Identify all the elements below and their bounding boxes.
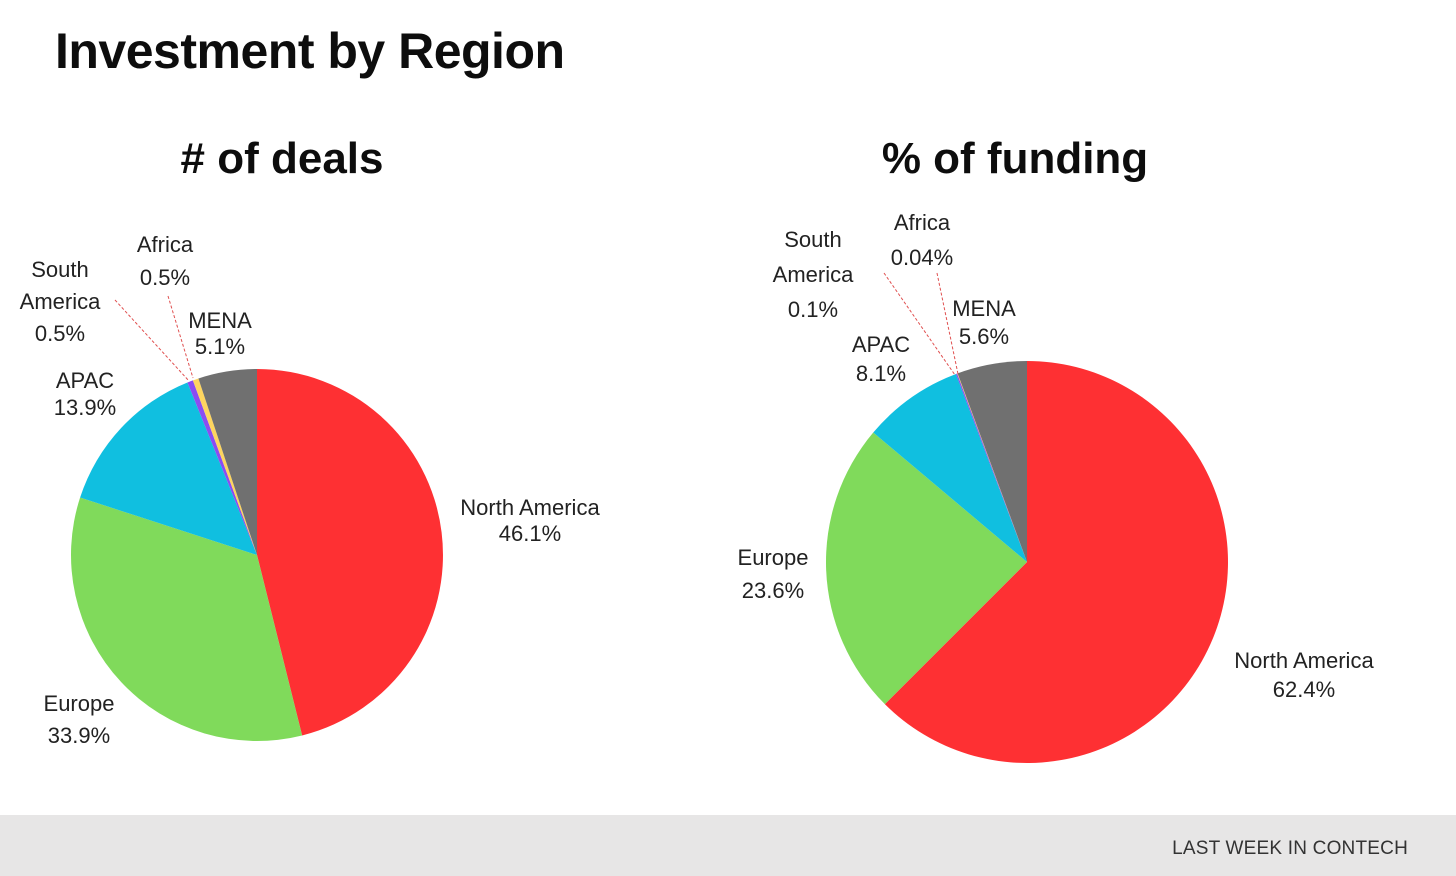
slice-category-label-funding-apac: APAC — [852, 332, 910, 357]
slice-category-label-deals-europe: Europe — [44, 691, 115, 716]
pie-slice-deals-apac — [80, 382, 257, 555]
slice-value-label-funding-mena: 5.6% — [959, 324, 1009, 349]
pie-slice-funding-europe — [825, 432, 1027, 705]
slice-value-label-deals-africa: 0.5% — [140, 265, 190, 290]
chart-title-deals: # of deals — [180, 134, 384, 183]
slice-category-label-deals-south-america: South — [31, 257, 89, 282]
pie-slice-deals-south-america — [187, 380, 257, 555]
slice-category-label-deals-apac: APAC — [56, 368, 114, 393]
chart-title-funding: % of funding — [881, 134, 1149, 183]
footer-bar: LAST WEEK IN CONTECH — [0, 815, 1456, 876]
pie-slice-deals-europe — [70, 497, 303, 741]
pie-chart-funding: North America 62.4% Europe 23.6% APAC 8.1% Sou… — [738, 210, 1374, 764]
pie-slice-deals-africa — [192, 378, 257, 555]
leader-line-funding-africa — [936, 272, 959, 375]
slice-category-label-funding-north-america: North America — [1234, 648, 1374, 673]
slice-category-label-deals-africa: Africa — [137, 232, 194, 257]
slice-category-label-funding-south-america: South — [784, 227, 842, 252]
pie-slice-funding-apac — [873, 373, 1027, 562]
pie-slice-deals-north-america — [257, 369, 443, 736]
pie-slice-funding-mena — [957, 361, 1027, 562]
slice-value-label-deals-europe: 33.9% — [48, 723, 110, 748]
leader-line-deals-africa — [167, 295, 194, 379]
slice-category-label-funding-africa: Africa — [894, 210, 951, 235]
page-title: Investment by Region — [55, 23, 565, 79]
slice-value-label-deals-north-america: 46.1% — [499, 521, 561, 546]
footer-brand: LAST WEEK IN CONTECH — [1172, 838, 1408, 859]
slice-value-label-funding-europe: 23.6% — [742, 578, 804, 603]
slice-value-label-deals-mena: 5.1% — [195, 334, 245, 359]
slice-value-label-deals-south-america: 0.5% — [35, 321, 85, 346]
pie-slice-funding-south-america — [955, 373, 1027, 562]
leader-line-deals-south-america — [114, 299, 190, 382]
pie-slice-funding-africa — [957, 373, 1027, 562]
slice-category-label-funding-mena: MENA — [952, 296, 1016, 321]
leader-line-funding-south-america — [883, 272, 956, 376]
slice-value-label-deals-apac: 13.9% — [54, 395, 116, 420]
slice-category-label-deals-south-america: America — [20, 289, 101, 314]
slice-value-label-funding-north-america: 62.4% — [1273, 677, 1335, 702]
slice-category-label-funding-south-america: America — [773, 262, 854, 287]
slice-value-label-funding-south-america: 0.1% — [788, 297, 838, 322]
slice-value-label-funding-africa: 0.04% — [891, 245, 953, 270]
pie-slice-funding-north-america — [884, 361, 1228, 764]
slice-category-label-deals-mena: MENA — [188, 308, 252, 333]
slice-category-label-funding-europe: Europe — [738, 545, 809, 570]
slice-category-label-deals-north-america: North America — [460, 495, 600, 520]
pie-slice-deals-mena — [198, 369, 257, 555]
slice-value-label-funding-apac: 8.1% — [856, 361, 906, 386]
